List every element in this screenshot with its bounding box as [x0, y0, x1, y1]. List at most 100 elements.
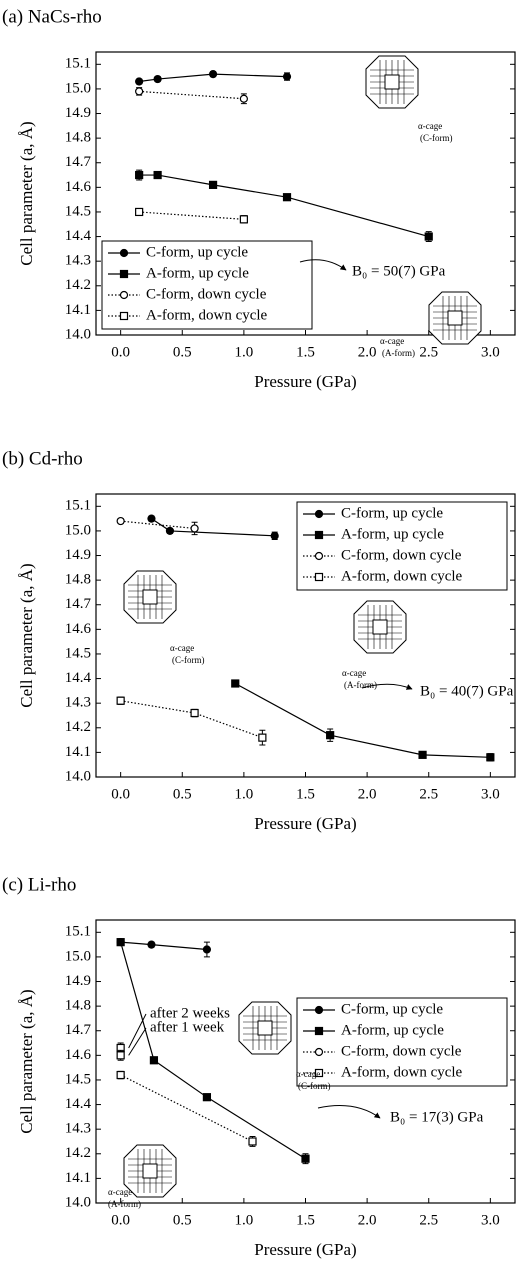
x-tick-label: 1.5: [296, 344, 315, 360]
marker: [258, 733, 267, 742]
legend-label: A-form, down cycle: [341, 1064, 463, 1080]
annotation: α-cage: [296, 1069, 320, 1079]
legend-marker: [314, 551, 324, 561]
y-tick-label: 14.2: [65, 277, 91, 293]
panel: (b) Cd-rho 14.0 14.1 14.2 14.3 14.4 14.5 14.6 14…: [2, 448, 516, 833]
x-tick-label: 2.0: [358, 1212, 377, 1228]
x-tick-label: 0.0: [111, 1212, 130, 1228]
marker: [147, 514, 156, 523]
annotation: (A-form): [108, 1199, 141, 1209]
y-axis-title: Cell parameter (a, Å): [17, 563, 36, 707]
legend-label: C-form, up cycle: [341, 505, 443, 521]
x-axis-title: Pressure (GPa): [254, 814, 356, 833]
marker: [135, 87, 144, 96]
marker: [282, 72, 292, 81]
x-tick-label: 0.5: [173, 786, 192, 802]
annotation: B₀ = 17(3) GPa: [390, 1109, 484, 1125]
panel-title: (b) Cd-rho: [2, 448, 83, 469]
y-tick-label: 14.7: [65, 154, 92, 170]
x-tick-label: 2.0: [358, 786, 377, 802]
y-tick-label: 14.6: [65, 1047, 92, 1063]
legend-marker: [119, 269, 129, 279]
legend-label: A-form, up cycle: [341, 1022, 444, 1038]
x-tick-label: 2.5: [419, 786, 438, 802]
marker: [153, 74, 162, 84]
legend-marker: [119, 290, 129, 300]
x-tick-label: 1.0: [235, 786, 254, 802]
y-tick-label: 14.4: [65, 670, 92, 686]
y-tick-label: 15.0: [65, 80, 91, 96]
x-tick-label: 1.0: [235, 1212, 254, 1228]
series-line: [120, 700, 263, 739]
marker: [202, 1093, 212, 1102]
y-tick-label: 14.8: [65, 130, 91, 146]
legend-marker: [314, 509, 324, 519]
annotation: B₀ = 40(7) GPa: [420, 683, 514, 699]
y-tick-label: 14.0: [65, 326, 91, 342]
x-tick-label: 0.5: [173, 1212, 192, 1228]
panel: (a) NaCs-rho 14.0 14.1 14.2 14.3 14.4 14.5 14.6…: [2, 6, 516, 391]
legend-marker: [119, 248, 129, 258]
legend-box: [296, 501, 508, 591]
annotation: B₀ = 50(7) GPa: [352, 263, 446, 279]
annotation: after 2 weeks: [150, 1005, 230, 1021]
legend-marker: [314, 1005, 324, 1015]
y-tick-label: 14.1: [65, 744, 91, 760]
y-axis-title: Cell parameter (a, Å): [17, 989, 36, 1133]
legend-label: A-form, down cycle: [146, 307, 268, 323]
marker: [190, 524, 199, 533]
panel-title: (a) NaCs-rho: [2, 6, 102, 27]
annotation-arrow: [317, 1105, 381, 1119]
marker: [282, 193, 292, 202]
y-tick-label: 14.5: [65, 203, 91, 219]
legend-label: A-form, up cycle: [341, 526, 444, 542]
marker: [116, 938, 125, 947]
y-tick-label: 14.1: [65, 302, 91, 318]
legend-marker: [314, 1026, 324, 1036]
annotation: (C-form): [298, 1081, 331, 1091]
y-tick-label: 14.9: [65, 105, 91, 121]
annotation: (A-form): [382, 348, 415, 358]
y-tick-label: 14.7: [65, 1022, 92, 1038]
y-tick-label: 14.2: [65, 719, 91, 735]
y-tick-label: 14.3: [65, 695, 91, 711]
y-tick-label: 14.7: [65, 596, 92, 612]
legend-marker: [314, 530, 324, 540]
y-tick-label: 14.3: [65, 253, 91, 269]
annotation: α-cage: [342, 668, 366, 678]
x-tick-label: 1.5: [296, 1212, 315, 1228]
marker: [202, 945, 212, 954]
y-tick-label: 14.8: [65, 998, 91, 1014]
cage-window: [447, 310, 463, 326]
marker: [149, 1056, 159, 1065]
y-tick-label: 14.4: [65, 1096, 92, 1112]
y-tick-label: 14.5: [65, 1071, 91, 1087]
x-tick-label: 0.5: [173, 344, 192, 360]
marker: [135, 170, 144, 180]
annotation: (A-form): [344, 680, 377, 690]
y-axis-title: Cell parameter (a, Å): [17, 121, 36, 265]
x-tick-label: 3.0: [481, 344, 500, 360]
legend-box: [101, 240, 313, 330]
y-tick-label: 14.1: [65, 1170, 91, 1186]
marker: [147, 940, 156, 949]
cage-window: [142, 589, 158, 605]
cage-window: [257, 1020, 273, 1036]
series-line: [139, 73, 288, 83]
marker: [135, 207, 144, 217]
pointer-arrow: [128, 1013, 147, 1056]
x-tick-label: 1.5: [296, 786, 315, 802]
legend-marker: [119, 311, 129, 321]
legend-label: C-form, up cycle: [146, 244, 248, 260]
series-line: [139, 90, 244, 100]
marker: [270, 531, 279, 540]
marker: [239, 94, 248, 103]
legend-label: A-form, down cycle: [341, 568, 463, 584]
legend-marker: [314, 1047, 324, 1057]
marker: [239, 215, 248, 224]
cage-window: [142, 1163, 158, 1179]
annotation-arrow: [361, 683, 413, 690]
marker: [248, 1137, 257, 1146]
marker: [486, 753, 495, 762]
